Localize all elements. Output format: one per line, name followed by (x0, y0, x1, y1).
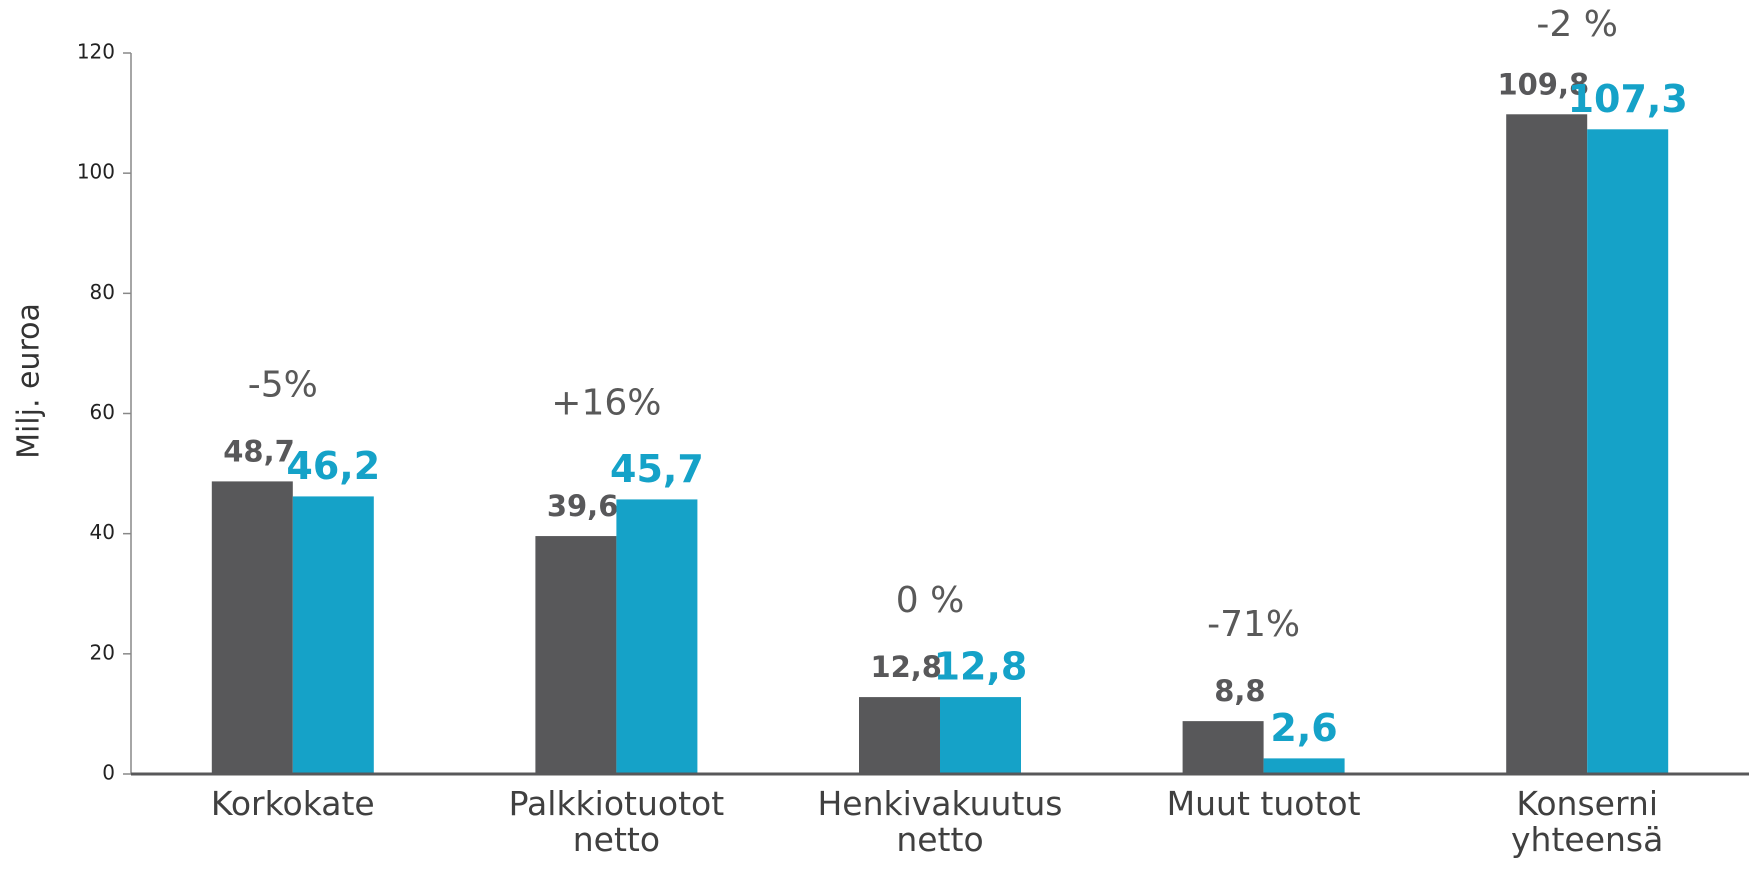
data-label: 107,3 (1568, 77, 1688, 121)
bar (1182, 721, 1264, 774)
bar (535, 536, 617, 774)
annotation: -71% (1207, 604, 1300, 645)
x-tick-label: Konserni yhteensä (1511, 784, 1664, 859)
bar (1506, 114, 1588, 774)
annotation: 0 % (896, 580, 965, 621)
data-label: 2,6 (1270, 706, 1337, 750)
x-tick-label: Henkivakuutus netto (817, 784, 1063, 859)
bar (940, 697, 1021, 774)
bar (1263, 758, 1345, 774)
data-label: 12,8 (934, 645, 1028, 689)
x-tick-label: Palkkiotuotot netto (508, 784, 725, 859)
annotation: -5% (248, 364, 318, 405)
y-tick-label: 60 (90, 400, 115, 424)
annotation: -2 % (1536, 4, 1618, 45)
y-axis-label: Milj. euroa (12, 303, 47, 459)
data-label: 109,8 (1497, 67, 1589, 101)
y-tick-label: 40 (90, 520, 115, 544)
data-label: 12,8 (870, 650, 942, 684)
x-tick-label: Muut tuotot (1166, 784, 1361, 823)
y-tick-label: 80 (90, 280, 115, 304)
y-tick-label: 20 (90, 640, 115, 664)
data-label: 39,6 (547, 489, 619, 523)
data-label: 8,8 (1214, 674, 1265, 708)
y-tick-label: 120 (77, 40, 115, 64)
bar (292, 496, 374, 774)
data-label: 45,7 (610, 447, 704, 491)
annotation: +16% (551, 382, 661, 423)
bar (1587, 129, 1669, 774)
x-tick-label: Korkokate (210, 784, 375, 823)
y-tick-label: 100 (77, 160, 115, 184)
bar (859, 697, 940, 774)
bar (616, 499, 698, 774)
y-tick-label: 0 (102, 761, 115, 785)
bar (211, 481, 293, 774)
data-label: 48,7 (223, 434, 295, 468)
data-label: 46,2 (286, 444, 380, 488)
